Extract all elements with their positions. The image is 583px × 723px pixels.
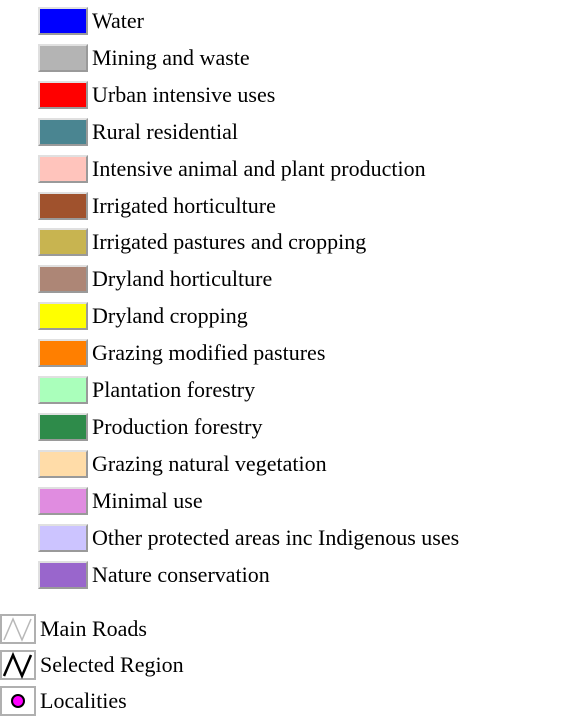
legend-row: Water bbox=[38, 4, 144, 38]
legend-row: Nature conservation bbox=[38, 558, 270, 592]
legend-row: Mining and waste bbox=[38, 41, 250, 75]
layer-label: Selected Region bbox=[40, 652, 184, 677]
swatch bbox=[38, 449, 88, 478]
swatch bbox=[38, 339, 88, 368]
legend-label: Grazing natural vegetation bbox=[92, 450, 327, 476]
legend-label: Urban intensive uses bbox=[92, 81, 276, 107]
legend-row: Grazing modified pastures bbox=[38, 336, 325, 370]
legend-row: Irrigated horticulture bbox=[38, 189, 276, 223]
legend-row: Plantation forestry bbox=[38, 373, 255, 407]
swatch bbox=[38, 265, 88, 294]
legend-label: Rural residential bbox=[92, 118, 239, 144]
swatch bbox=[38, 228, 88, 257]
roads-icon bbox=[0, 614, 36, 644]
swatch bbox=[38, 412, 88, 441]
swatch bbox=[38, 43, 88, 72]
legend-label: Water bbox=[92, 8, 144, 33]
legend-label: Nature conservation bbox=[92, 561, 270, 587]
region-icon bbox=[0, 650, 36, 680]
legend-row: Minimal use bbox=[38, 484, 203, 518]
legend-label: Production forestry bbox=[92, 413, 263, 439]
swatch bbox=[38, 560, 88, 589]
legend-label: Grazing modified pastures bbox=[92, 340, 326, 366]
legend-row: Other protected areas inc Indigenous use… bbox=[38, 521, 459, 555]
legend-label: Other protected areas inc Indigenous use… bbox=[92, 524, 460, 550]
layer-label: Main Roads bbox=[40, 616, 147, 641]
legend-label: Dryland cropping bbox=[92, 303, 248, 329]
swatch bbox=[38, 486, 88, 515]
swatch bbox=[38, 302, 88, 331]
legend-row: Dryland horticulture bbox=[38, 262, 272, 296]
legend-label: Irrigated pastures and cropping bbox=[92, 229, 367, 255]
layer-row: Main Roads bbox=[0, 612, 147, 646]
legend-row: Dryland cropping bbox=[38, 299, 248, 333]
legend-row: Irrigated pastures and cropping bbox=[38, 225, 366, 259]
legend-label: Mining and waste bbox=[92, 44, 250, 70]
swatch bbox=[38, 191, 88, 220]
legend-row: Grazing natural vegetation bbox=[38, 447, 327, 481]
swatch bbox=[38, 154, 88, 183]
legend-label: Minimal use bbox=[92, 487, 203, 513]
layer-label: Localities bbox=[40, 688, 127, 713]
legend-row: Production forestry bbox=[38, 410, 262, 444]
swatch bbox=[38, 376, 88, 404]
swatch bbox=[38, 80, 88, 109]
swatch bbox=[38, 117, 88, 146]
legend-label: Intensive animal and plant production bbox=[92, 155, 426, 181]
legend-row: Urban intensive uses bbox=[38, 78, 275, 112]
swatch bbox=[38, 7, 88, 35]
legend-label: Dryland horticulture bbox=[92, 266, 273, 292]
legend-label: Irrigated horticulture bbox=[92, 192, 276, 218]
layer-row: Localities bbox=[0, 684, 127, 718]
legend-row: Intensive animal and plant production bbox=[38, 152, 426, 186]
layer-row: Selected Region bbox=[0, 648, 184, 682]
localities-icon bbox=[0, 686, 36, 716]
legend-label: Plantation forestry bbox=[92, 377, 256, 402]
swatch bbox=[38, 523, 88, 552]
legend-row: Rural residential bbox=[38, 115, 238, 149]
